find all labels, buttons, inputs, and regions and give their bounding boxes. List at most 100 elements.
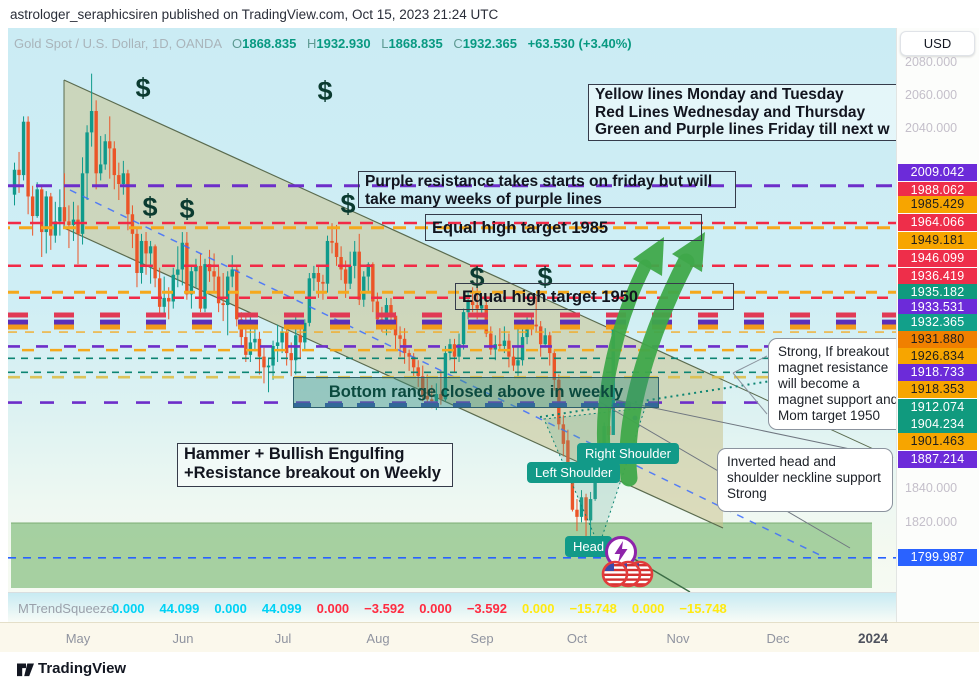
indicator-value: 0.000 — [214, 601, 247, 616]
indicator-values: 0.000 44.099 0.000 44.099 0.000 −3.592 0.000 −3… — [112, 601, 742, 616]
tradingview-logo-icon[interactable] — [16, 660, 35, 679]
candle-body — [416, 367, 420, 377]
candle-body — [439, 394, 443, 400]
candle-body — [507, 340, 511, 357]
candle-body — [26, 121, 30, 197]
candle-body — [498, 344, 502, 346]
change-value: +63.530 (+3.40%) — [527, 36, 632, 51]
price-level-badge: 2009.042 — [898, 164, 977, 181]
price-level-badge: 1912.074 — [898, 399, 977, 416]
candle-body — [457, 344, 461, 357]
candle-body — [49, 196, 53, 236]
tradingview-brand[interactable]: TradingView — [38, 660, 127, 677]
candle-body — [362, 276, 366, 300]
up-arrow-head — [672, 232, 705, 272]
candle-body — [579, 497, 584, 517]
candle-body — [12, 169, 17, 195]
high-label: H — [306, 36, 317, 51]
candle-body — [253, 338, 257, 343]
price-chart-canvas: $ $ $ $ $ $ $ — [8, 73, 896, 593]
note-purple-resistance[interactable]: Purple resistance takes starts on friday… — [358, 171, 736, 208]
price-gridline-label: 1840.000 — [905, 481, 958, 495]
footer: TradingView — [0, 652, 979, 686]
note-bottom-range[interactable]: Bottom range closed above in weekly — [293, 377, 659, 408]
price-scale[interactable]: USD 2080.000 2060.000 2040.000 1840.000 1820… — [896, 28, 979, 622]
candle-body — [80, 173, 85, 234]
candle-body — [298, 335, 302, 343]
candle-body — [548, 335, 552, 354]
currency-toggle-button[interactable]: USD — [900, 31, 975, 56]
candle-body — [94, 111, 98, 174]
candle-body — [334, 242, 339, 257]
price-level-badge: 1933.531 — [898, 299, 977, 316]
candle-body — [371, 264, 375, 302]
note-hammer-engulfing[interactable]: Hammer + Bullish Engulfing +Resistance b… — [177, 443, 453, 487]
candle-body — [353, 251, 357, 266]
chart-pane[interactable]: $ $ $ $ $ $ $ Gold Spot / U.S. Dollar, 1D, OAN… — [8, 28, 896, 622]
callout-pointer-line — [732, 372, 768, 415]
candle-body — [271, 345, 275, 366]
label-head[interactable]: Head — [565, 536, 613, 557]
indicator-name[interactable]: MTrendSqueeze — [18, 601, 114, 616]
candle-body — [117, 175, 121, 184]
price-level-badge: 1887.214 — [898, 451, 977, 468]
candle-body — [461, 312, 466, 345]
indicator-value: −3.592 — [364, 601, 405, 616]
candle-body — [212, 271, 216, 277]
candle-body — [484, 305, 488, 334]
candle-body — [21, 121, 26, 176]
candle-body — [157, 278, 162, 307]
candle-body — [98, 164, 103, 174]
note-equal-high-1985[interactable]: Equal high target 1985 — [425, 214, 702, 241]
candle-body — [126, 173, 130, 215]
candle-body — [307, 278, 312, 323]
indicator-value: 0.000 — [112, 601, 145, 616]
time-axis-label: 2024 — [857, 631, 889, 646]
symbol-legend[interactable]: Gold Spot / U.S. Dollar, 1D, OANDA O1868… — [14, 36, 632, 51]
candle-body — [266, 365, 271, 368]
usa-flags-emoji-sticker[interactable] — [588, 557, 654, 596]
candle-body — [339, 256, 343, 270]
candle-body — [230, 269, 234, 277]
label-left-shoulder[interactable]: Left Shoulder — [527, 462, 621, 483]
candle-body — [470, 301, 475, 306]
close-value: 1932.365 — [462, 36, 517, 51]
candle-body — [262, 356, 266, 368]
candle-body — [89, 111, 94, 133]
high-value: 1932.930 — [316, 36, 371, 51]
candle-body — [389, 305, 393, 316]
note-equal-high-1950[interactable]: Equal high target 1950 — [455, 283, 734, 310]
candle-body — [180, 242, 185, 270]
candle-body — [280, 331, 284, 343]
candle-body — [357, 251, 361, 300]
candle-body — [244, 337, 248, 355]
callout-strong-breakout[interactable]: Strong, If breakout magnet resistance wi… — [768, 338, 896, 430]
candle-body — [511, 356, 516, 366]
candle-body — [44, 196, 48, 233]
time-axis[interactable]: May Jun Jul Aug Sep Oct Nov Dec 2024 — [0, 622, 979, 652]
price-level-badge: 1926.834 — [898, 348, 977, 365]
indicator-value: 0.000 — [316, 601, 350, 616]
candle-body — [584, 497, 588, 521]
price-level-badge: 1964.066 — [898, 214, 977, 231]
candle-body — [189, 271, 194, 295]
label-right-shoulder[interactable]: Right Shoulder — [577, 443, 679, 464]
indicator-value: −15.748 — [679, 601, 727, 616]
candle-body — [185, 242, 189, 295]
candle-body — [452, 344, 457, 357]
price-level-badge: 1918.733 — [898, 364, 977, 381]
callout-inverted-hns[interactable]: Inverted head and shoulder neckline supp… — [717, 448, 893, 512]
symbol-title[interactable]: Gold Spot / U.S. Dollar, 1D, OANDA — [14, 36, 222, 51]
candle-body — [475, 305, 479, 309]
open-label: O — [231, 36, 243, 51]
candle-body — [566, 440, 570, 473]
candle-body — [538, 326, 543, 345]
note-line-colors[interactable]: Yellow lines Monday and Tuesday Red Line… — [588, 84, 896, 141]
support-zone-band — [11, 523, 872, 588]
candle-body — [176, 269, 180, 275]
candle-body — [430, 399, 434, 402]
time-axis-label: Nov — [666, 631, 690, 646]
indicator-value: −3.592 — [466, 601, 507, 616]
candle-body — [167, 297, 171, 302]
candle-body — [561, 424, 566, 444]
